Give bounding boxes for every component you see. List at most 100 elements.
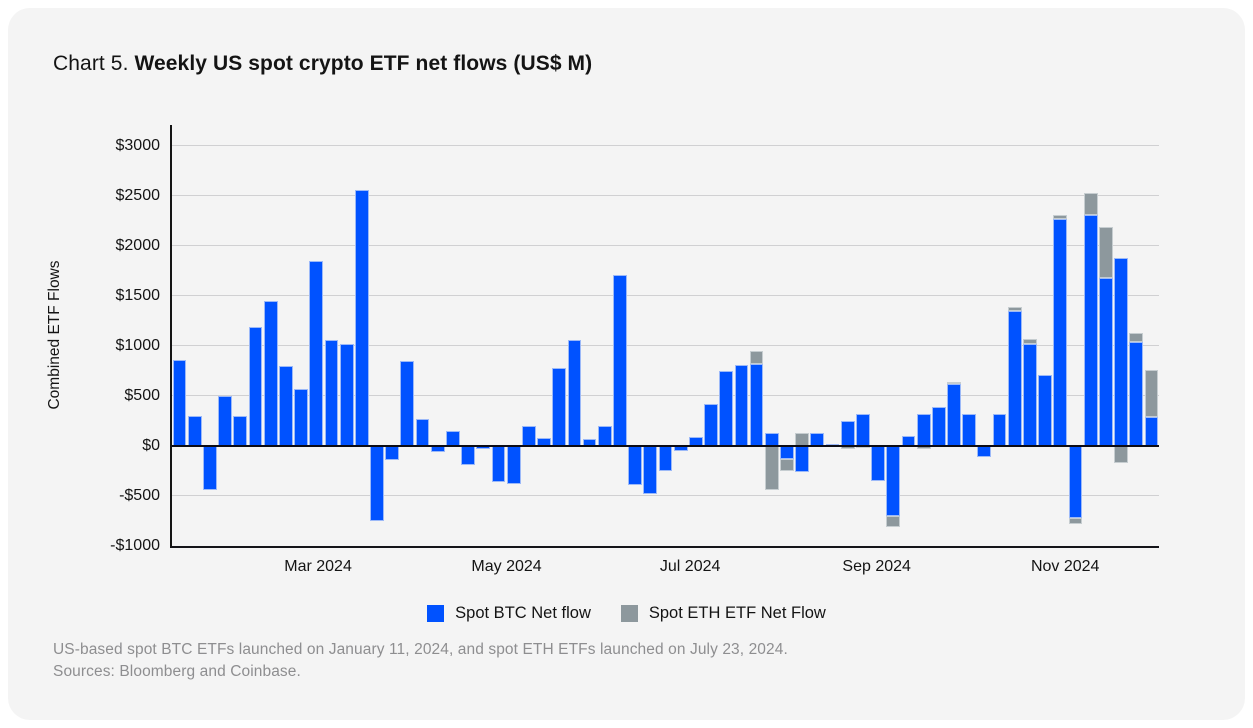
- legend-item-btc: Spot BTC Net flow: [427, 604, 591, 623]
- bar-segment-btc: [552, 367, 567, 446]
- bar-segment-eth: [764, 445, 779, 490]
- gridline: [172, 394, 1159, 397]
- chart-title: Chart 5. Weekly US spot crypto ETF net f…: [53, 52, 592, 76]
- bar-segment-eth: [886, 515, 901, 527]
- bar-segment-btc: [294, 388, 308, 446]
- bar-segment-eth: [1083, 192, 1098, 215]
- bar-segment-btc: [567, 339, 582, 446]
- legend-label-btc: Spot BTC Net flow: [455, 604, 591, 622]
- bar-segment-btc: [491, 445, 506, 482]
- chart-title-text: Weekly US spot crypto ETF net flows (US$…: [134, 52, 593, 75]
- bar-segment-btc: [506, 445, 521, 484]
- y-tick-label: $2500: [115, 186, 161, 204]
- gridline: [172, 344, 1159, 347]
- bar-segment-btc: [628, 445, 643, 485]
- bar-segment-eth: [1114, 445, 1128, 463]
- bar-segment-btc: [1144, 416, 1159, 446]
- bar-segment-btc: [263, 300, 278, 446]
- legend-item-eth: Spot ETH ETF Net Flow: [620, 604, 826, 623]
- plot-area: [170, 125, 1159, 548]
- gridline: [172, 244, 1159, 247]
- bar-segment-btc: [324, 339, 339, 446]
- bar-segment-eth: [1053, 214, 1068, 219]
- bar-segment-btc: [719, 370, 734, 446]
- bar-segment-eth: [780, 458, 794, 471]
- bar-segment-btc: [856, 413, 870, 446]
- bar-segment-eth: [1068, 517, 1083, 524]
- bar-segment-btc: [916, 413, 931, 446]
- bar-segment-btc: [704, 403, 718, 446]
- bar-segment-btc: [1098, 277, 1113, 446]
- eth-swatch-icon: [620, 605, 638, 622]
- bar-segment-btc: [187, 415, 202, 446]
- bar-segment-btc: [233, 415, 248, 446]
- bar-segment-btc: [795, 445, 810, 472]
- bar-segment-eth: [1007, 306, 1022, 311]
- bar-segment-btc: [339, 343, 354, 446]
- y-tick-label: $1500: [115, 286, 161, 304]
- bar-segment-btc: [370, 445, 384, 521]
- x-tick-label: Jul 2024: [659, 558, 721, 575]
- bar-segment-btc: [643, 445, 658, 494]
- x-tick-label: May 2024: [471, 558, 542, 575]
- bar-segment-btc: [1068, 445, 1083, 518]
- x-tick-label: Sep 2024: [842, 558, 911, 575]
- bar-segment-btc: [992, 413, 1007, 446]
- bar-segment-eth: [1098, 226, 1113, 278]
- gridline: [172, 294, 1159, 297]
- bar-segment-btc: [931, 406, 946, 446]
- bar-segment-btc: [1007, 310, 1022, 446]
- footnote-sources: Sources: Bloomberg and Coinbase.: [53, 663, 301, 680]
- y-tick-label: -$1000: [110, 536, 160, 554]
- bar-segment-btc: [658, 445, 673, 471]
- bar-segment-btc: [840, 420, 855, 446]
- bar-segment-btc: [203, 445, 217, 490]
- y-tick-label: $500: [124, 386, 160, 404]
- bar-segment-btc: [446, 430, 460, 446]
- bar-segment-btc: [1053, 218, 1068, 446]
- bar-segment-btc: [962, 413, 977, 446]
- x-tick-label: Nov 2024: [1030, 558, 1100, 575]
- y-tick-label: $0: [142, 436, 160, 454]
- bar-segment-btc: [613, 274, 627, 446]
- bar-segment-btc: [385, 445, 400, 460]
- bar-segment-btc: [977, 445, 992, 457]
- bar-segment-btc: [218, 395, 233, 446]
- bar-segment-btc: [597, 425, 612, 446]
- y-tick-label: $3000: [115, 136, 161, 154]
- y-tick-label: $1000: [115, 336, 161, 354]
- bar-segment-btc: [871, 445, 885, 481]
- btc-swatch-icon: [427, 605, 445, 622]
- bar-segment-eth: [1129, 332, 1144, 342]
- footnote-launch-dates: US-based spot BTC ETFs launched on Janua…: [53, 641, 788, 658]
- legend-label-eth: Spot ETH ETF Net Flow: [648, 604, 826, 622]
- bar-segment-btc: [886, 445, 901, 516]
- bar-segment-eth: [749, 350, 764, 364]
- bar-segment-btc: [947, 384, 961, 446]
- bar-segment-btc: [309, 260, 324, 446]
- bar-segment-btc: [461, 445, 475, 465]
- gridline: [172, 494, 1159, 497]
- bar-segment-btc: [1038, 374, 1052, 446]
- bar-segment-eth: [1023, 338, 1037, 344]
- y-tick-label: -$500: [119, 486, 160, 504]
- bar-segment-eth: [947, 381, 961, 384]
- bar-segment-btc: [400, 360, 415, 446]
- bar-segment-btc: [734, 364, 749, 446]
- bar-segment-btc: [749, 363, 764, 446]
- x-tick-label: Mar 2024: [284, 558, 352, 575]
- bar-segment-btc: [172, 359, 187, 446]
- bar-segment-btc: [780, 445, 794, 459]
- bar-segment-btc: [1083, 214, 1098, 446]
- bar-segment-btc: [1129, 341, 1144, 446]
- bar-segment-btc: [248, 326, 263, 446]
- legend: Spot BTC Net flow Spot ETH ETF Net Flow: [0, 604, 1253, 623]
- chart-number: Chart 5.: [53, 52, 135, 75]
- zero-line: [172, 444, 1159, 447]
- bar-segment-btc: [354, 189, 369, 446]
- gridline: [172, 194, 1159, 197]
- bar-segment-btc: [278, 365, 293, 446]
- bar-segment-btc: [415, 418, 430, 446]
- bar-segment-btc: [1023, 343, 1037, 446]
